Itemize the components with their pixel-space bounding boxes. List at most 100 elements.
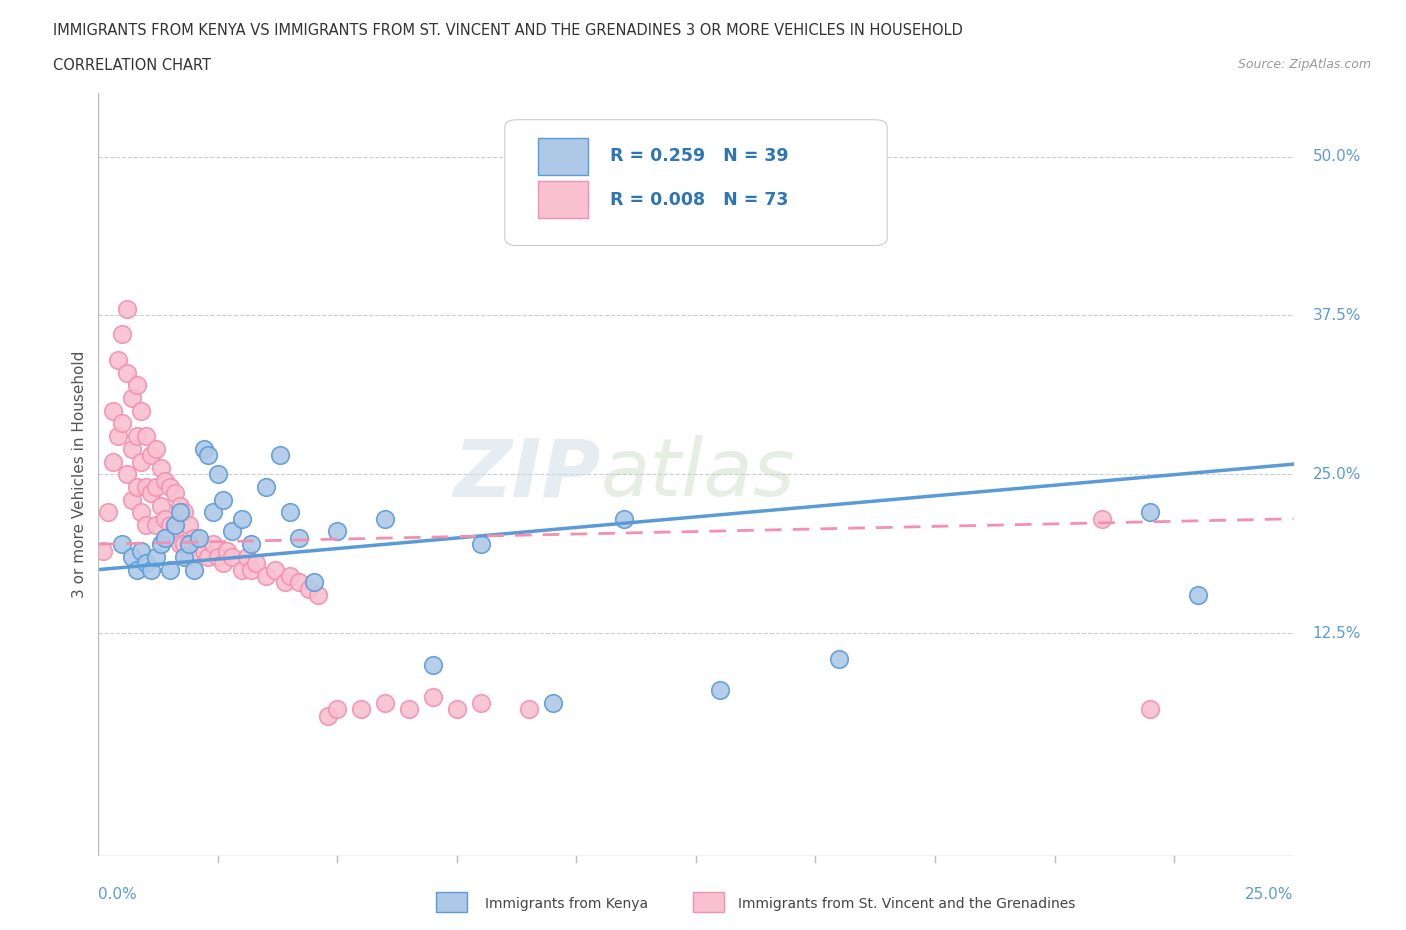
Point [254, 480, 277, 495]
Bar [538, 138, 589, 175]
Point [207, 550, 229, 565]
Point [187, 537, 209, 551]
Text: 50.0%: 50.0% [1313, 149, 1361, 164]
Point [1139, 702, 1161, 717]
Point [326, 702, 349, 717]
Bar [693, 892, 724, 912]
Text: R = 0.008   N = 73: R = 0.008 N = 73 [610, 191, 789, 208]
Point [91, 543, 114, 558]
Point [169, 505, 191, 520]
Point [269, 448, 291, 463]
Text: ZIP: ZIP [453, 435, 600, 513]
Point [288, 530, 311, 545]
Point [107, 352, 129, 367]
Point [326, 525, 349, 539]
Point [517, 702, 540, 717]
Point [398, 702, 420, 717]
Point [121, 492, 143, 507]
Point [374, 696, 396, 711]
Point [422, 658, 444, 672]
Point [135, 429, 157, 444]
Point [101, 454, 124, 469]
Point [125, 562, 148, 577]
Text: Source: ZipAtlas.com: Source: ZipAtlas.com [1237, 58, 1371, 71]
Point [155, 473, 177, 488]
Point [139, 562, 162, 577]
Point [202, 505, 225, 520]
Point [149, 498, 172, 513]
Point [135, 518, 157, 533]
Point [163, 525, 186, 539]
Point [470, 696, 492, 711]
Point [173, 505, 195, 520]
Text: 0.0%: 0.0% [98, 887, 138, 902]
Point [115, 365, 138, 380]
Point [231, 562, 253, 577]
Point [1091, 512, 1114, 526]
Point [145, 550, 167, 565]
Point [179, 550, 201, 565]
Point [207, 467, 229, 482]
Point [159, 480, 181, 495]
Point [350, 702, 373, 717]
Point [193, 442, 215, 457]
Point [288, 575, 311, 590]
Point [179, 518, 201, 533]
Point [107, 429, 129, 444]
Point [173, 550, 195, 565]
Text: 25.0%: 25.0% [1313, 467, 1361, 482]
Point [197, 448, 219, 463]
Point [202, 537, 225, 551]
Point [211, 556, 233, 571]
Point [446, 702, 468, 717]
Y-axis label: 3 or more Vehicles in Household: 3 or more Vehicles in Household [72, 351, 87, 598]
Point [298, 581, 321, 596]
Point [235, 550, 257, 565]
Point [183, 562, 205, 577]
Point [135, 480, 157, 495]
Point [125, 480, 148, 495]
Point [111, 537, 134, 551]
Point [541, 696, 564, 711]
Point [179, 537, 201, 551]
Text: 37.5%: 37.5% [1313, 308, 1361, 323]
Point [111, 327, 134, 342]
Point [374, 512, 396, 526]
Text: IMMIGRANTS FROM KENYA VS IMMIGRANTS FROM ST. VINCENT AND THE GRENADINES 3 OR MOR: IMMIGRANTS FROM KENYA VS IMMIGRANTS FROM… [53, 23, 963, 38]
Point [169, 537, 191, 551]
Point [115, 301, 138, 316]
Point [278, 505, 301, 520]
Point [125, 429, 148, 444]
Point [197, 550, 219, 565]
Point [274, 575, 297, 590]
Point [173, 537, 195, 551]
Point [245, 556, 267, 571]
Point [278, 568, 301, 583]
Point [131, 404, 153, 418]
Point [307, 588, 329, 603]
Point [131, 454, 153, 469]
Point [125, 378, 148, 392]
Point [155, 530, 177, 545]
Point [163, 518, 186, 533]
Point [121, 550, 143, 565]
Point [131, 543, 153, 558]
Point [159, 562, 181, 577]
Text: CORRELATION CHART: CORRELATION CHART [53, 58, 211, 73]
Text: 25.0%: 25.0% [1246, 887, 1294, 902]
Point [97, 505, 120, 520]
Point [139, 485, 162, 500]
Point [101, 404, 124, 418]
Point [145, 518, 167, 533]
Point [221, 525, 243, 539]
Text: Immigrants from Kenya: Immigrants from Kenya [485, 897, 648, 911]
Point [145, 442, 167, 457]
Bar [436, 892, 467, 912]
FancyBboxPatch shape [505, 120, 887, 246]
Point [121, 391, 143, 405]
Point [187, 530, 209, 545]
Point [302, 575, 325, 590]
Point [264, 562, 287, 577]
Point [193, 543, 215, 558]
Point [183, 530, 205, 545]
